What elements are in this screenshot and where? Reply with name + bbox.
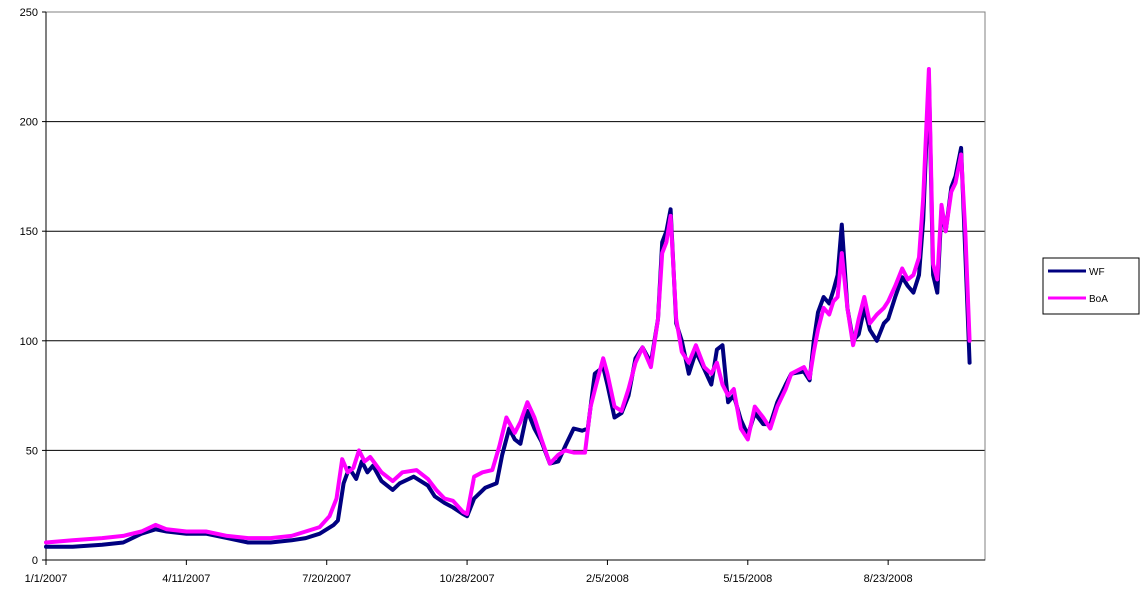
x-tick-label: 2/5/2008 [586, 573, 629, 585]
x-tick-label: 10/28/2007 [440, 573, 495, 585]
x-tick-label: 5/15/2008 [723, 573, 772, 585]
y-tick-label: 100 [20, 336, 38, 348]
legend-label-boa: BoA [1089, 294, 1108, 305]
x-tick-label: 4/11/2007 [162, 573, 210, 585]
x-tick-label: 1/1/2007 [25, 573, 68, 585]
y-tick-label: 150 [20, 226, 38, 238]
legend-box [1042, 257, 1140, 315]
series-lines [44, 67, 972, 549]
x-tick-label: 8/23/2008 [864, 573, 913, 585]
legend-label-wf: WF [1089, 267, 1105, 278]
series-line-boa [44, 67, 972, 545]
legend: WF BoA [1042, 257, 1140, 315]
y-tick-label: 50 [26, 445, 38, 457]
gridlines [45, 11, 986, 561]
x-tick-label: 7/20/2007 [302, 573, 351, 585]
y-tick-label: 0 [32, 555, 38, 567]
y-axis: 0 50 100 150 200 250 [20, 7, 47, 567]
y-tick-label: 250 [20, 7, 38, 19]
y-tick-label: 200 [20, 117, 38, 129]
x-axis: 1/1/2007 4/11/2007 7/20/2007 10/28/2007 2/5/… [25, 559, 985, 585]
